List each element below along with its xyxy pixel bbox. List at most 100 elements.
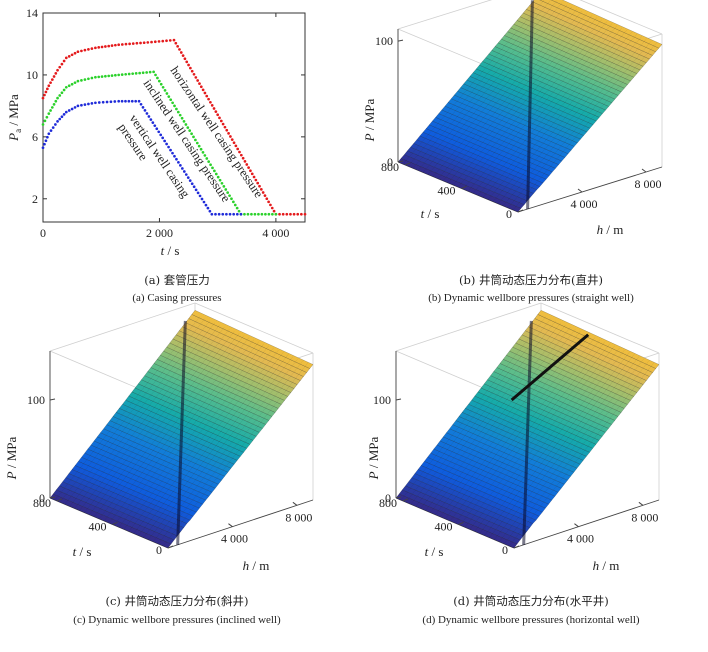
- surface-grid-line: [84, 328, 230, 513]
- data-point: [168, 39, 172, 42]
- data-point: [157, 40, 161, 43]
- data-point: [264, 212, 267, 216]
- data-point: [196, 79, 200, 82]
- horizontal-well-surface-chart: 0 100 0 400 800 4 000 8 000 P / MPa t / s h / m: [366, 302, 660, 573]
- surface-grid-line: [113, 341, 260, 526]
- caption-d-chinese: (d) 井筒动态压力分布(水平井): [453, 594, 609, 608]
- x-axis-label: t / s: [161, 243, 180, 258]
- data-point: [210, 104, 214, 107]
- data-point: [247, 166, 250, 169]
- data-point: [270, 206, 274, 210]
- caption-b-english: (b) Dynamic wellbore pressures (straight…: [428, 292, 634, 304]
- data-point: [131, 72, 135, 76]
- h-tick-label: 4 000: [221, 532, 248, 546]
- data-point: [183, 57, 187, 61]
- pressure-surface: [395, 310, 660, 549]
- data-point: [41, 146, 45, 150]
- data-point: [180, 167, 184, 170]
- data-point: [236, 147, 240, 151]
- data-point: [56, 120, 59, 123]
- data-point: [233, 203, 237, 207]
- surface-grid-line: [123, 345, 269, 530]
- data-point: [223, 125, 227, 129]
- data-point: [62, 59, 66, 63]
- data-point: [228, 194, 231, 198]
- data-point: [203, 91, 207, 95]
- data-point: [124, 42, 128, 46]
- surface-grid-line: [482, 29, 628, 198]
- data-point: [218, 178, 222, 182]
- surface-grid-line: [467, 23, 613, 192]
- surface-grid-line: [402, 0, 545, 165]
- t-tick-mark: [517, 209, 524, 213]
- data-point: [180, 116, 184, 120]
- data-point: [127, 72, 131, 76]
- data-point: [100, 45, 104, 49]
- z-tick-mark: [395, 496, 402, 499]
- z-tick-mark: [395, 398, 402, 401]
- data-point: [296, 212, 300, 216]
- data-point: [263, 194, 267, 197]
- box-edge: [540, 302, 660, 354]
- data-point: [274, 212, 278, 216]
- data-point: [225, 212, 228, 216]
- inclined-well-surface-chart: 0 100 0 400 800 4 000 8 000 P / MPa t / s h / m: [4, 302, 314, 573]
- data-point: [97, 101, 101, 104]
- surface-grid-line: [148, 356, 294, 540]
- data-point: [41, 123, 45, 126]
- t-axis-label: t / s: [421, 206, 440, 221]
- data-point: [139, 102, 143, 106]
- series-inclined-well: [41, 70, 278, 216]
- h-tick-label: 4 000: [571, 197, 598, 211]
- data-point: [219, 119, 223, 123]
- data-point: [214, 172, 218, 176]
- data-point: [67, 84, 71, 88]
- data-point: [167, 95, 171, 98]
- t-tick-label: 400: [438, 183, 456, 197]
- data-point: [127, 99, 131, 103]
- data-point: [253, 212, 257, 216]
- data-point: [289, 212, 292, 216]
- data-point: [87, 77, 90, 81]
- surface-grid-line: [452, 17, 598, 186]
- data-point: [207, 160, 211, 163]
- data-point: [184, 173, 188, 176]
- y-axis-label: Pa / MPa: [6, 94, 23, 142]
- surface-grid-line: [425, 326, 571, 511]
- t-tick-label: 0: [156, 543, 162, 557]
- data-point: [186, 176, 190, 179]
- data-point: [192, 135, 195, 139]
- surface-grid-line: [484, 351, 630, 536]
- t-tick-label: 800: [381, 160, 399, 174]
- surface-grid-line: [138, 351, 284, 536]
- data-point: [176, 110, 180, 114]
- data-point: [64, 110, 68, 114]
- data-point: [130, 99, 134, 103]
- data-point: [197, 144, 201, 148]
- data-point: [267, 200, 270, 204]
- data-point: [254, 178, 258, 182]
- data-point: [150, 40, 153, 44]
- box-edge: [397, 0, 493, 30]
- surface-grid-line: [464, 343, 610, 528]
- data-point: [70, 107, 74, 111]
- data-point: [107, 74, 111, 78]
- data-point: [76, 79, 80, 83]
- data-point: [159, 82, 163, 86]
- data-point: [161, 136, 165, 140]
- t-tick-mark: [402, 498, 409, 502]
- data-point: [41, 96, 45, 100]
- data-point: [238, 150, 241, 154]
- data-point: [189, 66, 192, 70]
- straight-well-surface-chart: 0 100 0 400 800 4 000 8 000 P / MPa t / s h / m: [362, 0, 663, 237]
- data-point: [182, 170, 186, 173]
- z-tick-mark: [397, 39, 404, 42]
- data-point: [184, 123, 188, 126]
- data-point: [101, 100, 105, 104]
- data-point: [131, 42, 135, 45]
- data-point: [139, 41, 142, 45]
- data-point: [148, 70, 152, 74]
- data-point: [300, 212, 303, 216]
- data-point: [145, 71, 148, 74]
- surface-grid-line: [489, 353, 635, 538]
